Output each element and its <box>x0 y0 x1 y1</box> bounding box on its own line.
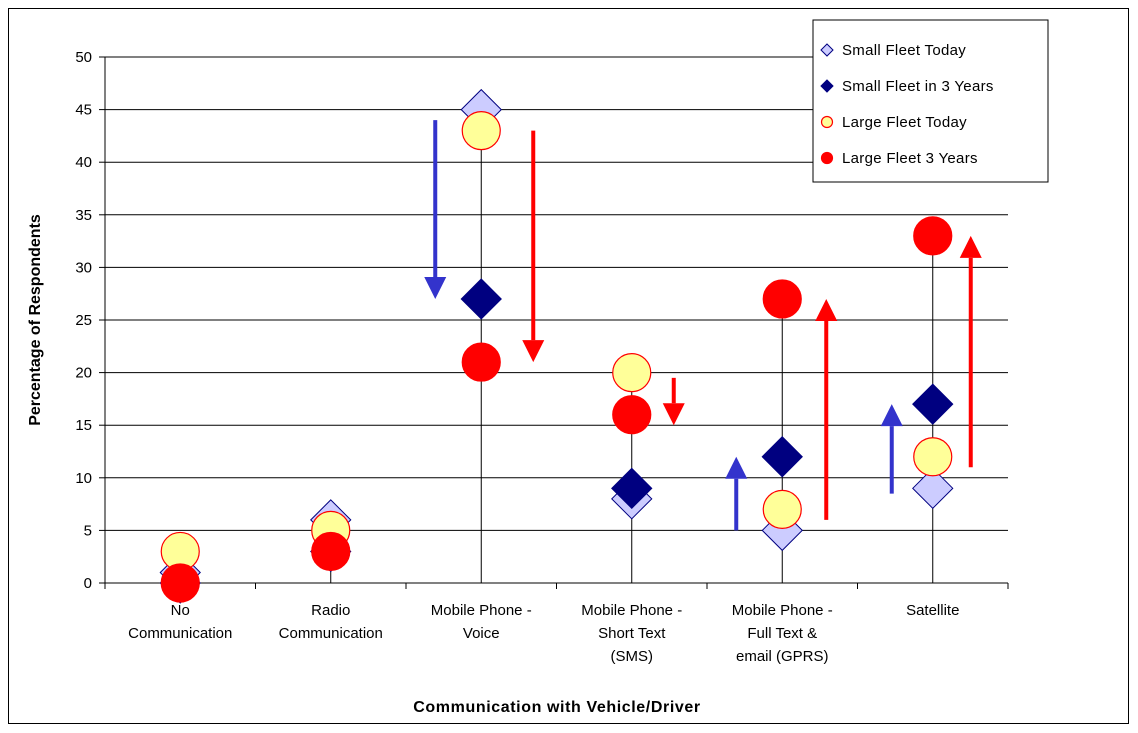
x-category-label: Mobile Phone - <box>431 602 532 619</box>
axes <box>99 56 1009 589</box>
y-axis-title: Percentage of Respondents <box>27 214 44 426</box>
x-category-label: Mobile Phone - <box>732 602 833 619</box>
x-category-label: Mobile Phone - <box>581 602 682 619</box>
legend-label: Small Fleet in 3 Years <box>842 78 994 95</box>
trend-arrow-head <box>959 235 982 258</box>
data-point <box>913 437 953 477</box>
legend-label: Large Fleet 3 Years <box>842 150 978 167</box>
trend-arrows <box>424 120 982 531</box>
x-axis-title: Communication with Vehicle/Driver <box>413 699 700 716</box>
data-point <box>762 279 802 319</box>
x-category-label: Radio <box>311 602 350 619</box>
data-point <box>461 111 501 151</box>
y-tick-label: 50 <box>75 49 92 66</box>
x-category-label: Voice <box>463 625 500 642</box>
y-tick-label: 5 <box>84 522 92 539</box>
x-category-label: Communication <box>279 625 383 642</box>
x-category-label: Full Text & <box>747 625 817 642</box>
data-point <box>762 489 802 529</box>
legend-label: Small Fleet Today <box>842 42 966 59</box>
legend-marker <box>820 43 834 57</box>
x-category-label: (SMS) <box>611 648 654 665</box>
data-point <box>311 531 351 572</box>
y-tick-labels: 0 5 10 15 20 25 30 35 40 45 50 <box>75 49 92 592</box>
data-point <box>761 436 803 478</box>
x-category-label: Satellite <box>906 602 959 619</box>
trend-arrow-head <box>424 276 447 299</box>
data-point <box>912 383 954 425</box>
data-point <box>612 395 652 435</box>
legend-marker <box>820 79 834 93</box>
data-markers <box>159 88 954 604</box>
y-tick-label: 40 <box>75 154 92 171</box>
data-point <box>160 563 200 603</box>
x-category-label: email (GPRS) <box>736 648 829 665</box>
trend-arrow-head <box>725 456 748 479</box>
x-category-labels: No Communication Radio Communication Mobile … <box>128 602 959 665</box>
legend: Small Fleet Today Small Fleet in 3 Years L… <box>812 19 1049 183</box>
y-tick-label: 30 <box>75 259 92 276</box>
trend-arrow-head <box>522 340 545 363</box>
y-tick-label: 15 <box>75 417 92 434</box>
y-tick-label: 35 <box>75 207 92 224</box>
x-category-label: Communication <box>128 625 232 642</box>
y-tick-label: 25 <box>75 312 92 329</box>
legend-marker <box>820 115 834 129</box>
x-category-label: No <box>171 602 190 619</box>
data-point <box>913 216 953 256</box>
gridlines <box>105 56 1008 531</box>
y-tick-label: 20 <box>75 365 92 382</box>
legend-marker <box>820 151 834 165</box>
y-tick-label: 10 <box>75 470 92 487</box>
data-point <box>612 353 652 393</box>
x-category-label: Short Text <box>598 625 666 642</box>
data-point <box>611 467 653 510</box>
y-tick-label: 0 <box>84 575 92 592</box>
y-tick-label: 45 <box>75 102 92 119</box>
legend-box <box>812 19 1049 183</box>
data-point <box>461 342 501 382</box>
trend-arrow-head <box>662 403 685 426</box>
data-point <box>460 278 502 320</box>
trend-arrow-head <box>880 404 903 427</box>
legend-label: Large Fleet Today <box>842 114 967 131</box>
data-point <box>912 467 954 510</box>
trend-arrow-head <box>815 298 838 321</box>
